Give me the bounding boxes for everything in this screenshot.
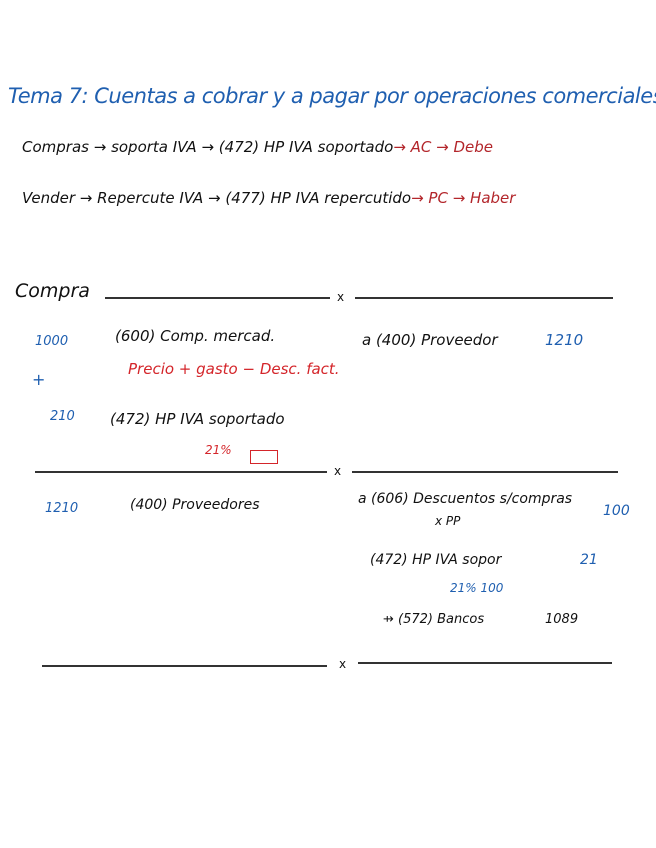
debit-amount: 1210 bbox=[45, 501, 79, 516]
credit-account: a (400) Proveedor bbox=[362, 331, 498, 349]
credit-amount: 100 bbox=[603, 503, 630, 519]
separator-mark: x bbox=[339, 657, 347, 671]
rule-text: Compras → soporta IVA → (472) HP IVA sop… bbox=[22, 138, 394, 156]
credit-amount: 21 bbox=[580, 552, 598, 568]
separator-mark: x bbox=[334, 464, 342, 478]
credit-amount: 1210 bbox=[545, 331, 584, 349]
price-note: Precio + gasto − Desc. fact. bbox=[128, 360, 340, 378]
plus-sign: + bbox=[32, 370, 46, 389]
rule-text: Vender → Repercute IVA → (477) HP IVA re… bbox=[22, 189, 412, 207]
red-box bbox=[250, 450, 278, 464]
credit-account: a (606) Descuentos s/compras bbox=[358, 491, 573, 507]
debit-account: (400) Proveedores bbox=[130, 497, 260, 513]
credit-account: (472) HP IVA sopor bbox=[370, 552, 502, 568]
separator-line bbox=[352, 471, 618, 473]
debit-amount: 1000 bbox=[35, 334, 69, 349]
separator-line bbox=[355, 297, 613, 299]
separator-line bbox=[358, 662, 612, 664]
debit-amount: 210 bbox=[50, 409, 75, 424]
vat-note: 21% bbox=[205, 443, 232, 457]
section-label: Compra bbox=[15, 280, 90, 302]
credit-amount: 1089 bbox=[545, 612, 579, 627]
page-title: Tema 7: Cuentas a cobrar y a pagar por o… bbox=[8, 84, 656, 108]
vat-calc-note: 21% 100 bbox=[450, 581, 504, 595]
debit-account: (472) HP IVA soportado bbox=[110, 410, 285, 428]
separator-line bbox=[35, 471, 327, 473]
separator-line bbox=[42, 665, 327, 667]
credit-account: ⇸ (572) Bancos bbox=[383, 612, 485, 627]
rule-tail: → PC → Haber bbox=[411, 189, 516, 207]
separator-mark: x bbox=[337, 290, 345, 304]
credit-account-line2: x PP bbox=[435, 514, 461, 528]
separator-line bbox=[105, 297, 330, 299]
rule-tail: → AC → Debe bbox=[393, 138, 494, 156]
rule-vender: Vender → Repercute IVA → (477) HP IVA re… bbox=[22, 191, 515, 206]
rule-compras: Compras → soporta IVA → (472) HP IVA sop… bbox=[22, 140, 493, 155]
debit-account: (600) Comp. mercad. bbox=[115, 327, 276, 345]
